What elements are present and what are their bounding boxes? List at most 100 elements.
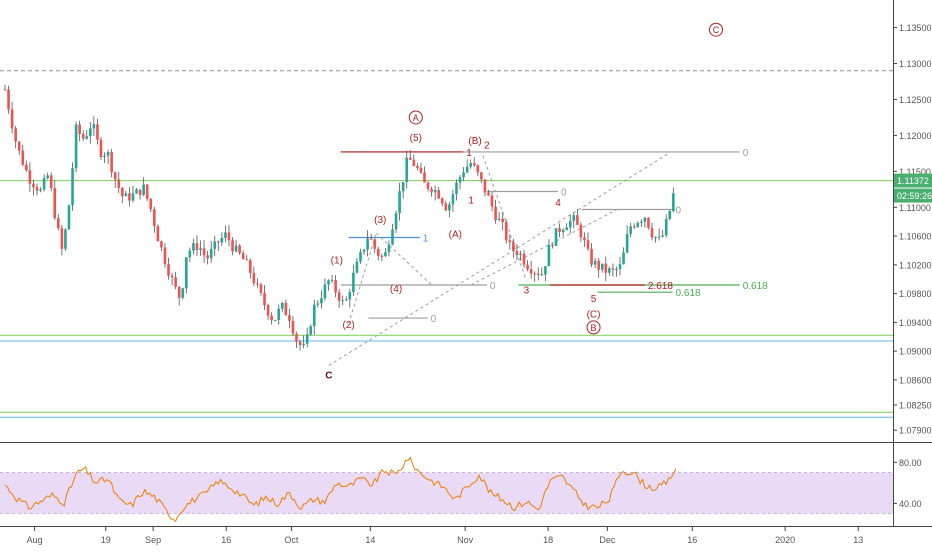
candle-body	[366, 238, 369, 250]
candle-body	[224, 232, 227, 238]
candle-body	[192, 243, 195, 251]
candle-body	[593, 260, 597, 265]
candle-body	[39, 189, 42, 191]
candle-body	[344, 299, 348, 301]
candle-body	[280, 302, 284, 309]
candle-body	[640, 221, 643, 223]
candle-body	[430, 188, 433, 193]
wave-label: 1	[468, 196, 474, 207]
candle-body	[128, 193, 131, 201]
x-tick-label: Aug	[27, 535, 43, 545]
candle-body	[60, 228, 64, 249]
candle-body	[199, 248, 202, 251]
candle-body	[600, 263, 604, 270]
x-tick-label: 19	[101, 535, 111, 545]
candle-body	[138, 189, 142, 195]
candle-body	[323, 284, 327, 299]
candle-body	[167, 264, 170, 276]
candle-body	[252, 272, 256, 284]
candle-body	[149, 198, 153, 210]
candle-body	[103, 155, 106, 158]
candle-body	[46, 175, 49, 179]
x-tick-label: Sep	[145, 535, 161, 545]
candle-body	[558, 228, 561, 233]
candle-body	[497, 218, 501, 221]
candle-body	[42, 178, 46, 190]
candle-body	[213, 241, 217, 249]
candle-body	[469, 163, 473, 167]
candle-body	[245, 259, 249, 261]
candle-body	[305, 334, 309, 344]
wave-label: 4	[555, 198, 561, 209]
fib-level-label: 2.618	[648, 281, 673, 292]
candle-body	[181, 288, 185, 298]
candle-body	[327, 280, 330, 285]
candle-body	[174, 277, 177, 287]
candle-body	[78, 124, 81, 134]
candle-body	[647, 217, 650, 229]
candle-body	[106, 151, 110, 156]
candle-body	[124, 193, 128, 197]
candle-body	[284, 302, 288, 316]
candle-body	[426, 182, 430, 189]
candle-body	[21, 150, 25, 165]
candle-body	[238, 245, 241, 254]
countdown-label: 02:59:26	[897, 191, 932, 201]
candle-body	[25, 164, 28, 171]
candle-body	[380, 255, 384, 257]
candle-body	[64, 229, 67, 249]
candle-body	[81, 133, 85, 139]
candle-body	[572, 215, 576, 221]
candle-body	[440, 198, 444, 204]
candle-body	[35, 187, 39, 191]
candle-body	[113, 172, 117, 180]
rsi-plot[interactable]	[0, 442, 932, 527]
candle-body	[554, 228, 558, 246]
wave-label: (4)	[390, 284, 402, 295]
candle-body	[7, 89, 10, 110]
candle-body	[160, 241, 163, 248]
candle-body	[465, 166, 469, 173]
candle-body	[341, 300, 345, 302]
candle-body	[476, 165, 480, 173]
candle-body	[32, 183, 35, 188]
candle-body	[309, 326, 313, 335]
circled-wave-label: C	[713, 25, 720, 35]
wave-label: (5)	[410, 133, 422, 144]
candle-body	[536, 273, 540, 276]
candle-body	[348, 291, 352, 300]
candle-body	[10, 109, 14, 129]
rsi-tick-label: 40.00	[899, 499, 922, 509]
candle-body	[391, 229, 394, 245]
candle-body	[604, 263, 608, 273]
candle-body	[209, 248, 213, 259]
candle-body	[89, 128, 92, 137]
candle-body	[302, 343, 305, 346]
candle-body	[490, 195, 494, 207]
candle-body	[359, 251, 362, 262]
x-tick-label: 14	[365, 535, 375, 545]
wave-label: 3	[524, 286, 530, 297]
candle-body	[455, 182, 458, 195]
y-tick-label: 1.10200	[899, 260, 932, 270]
candle-body	[74, 124, 78, 169]
candle-body	[117, 179, 121, 188]
candle-body	[654, 237, 657, 239]
candle-body	[579, 224, 583, 238]
candle-body	[312, 304, 316, 327]
x-tick-label: Dec	[599, 535, 616, 545]
candle-body	[234, 245, 238, 252]
candle-body	[49, 175, 53, 189]
candle-body	[17, 141, 21, 151]
y-tick-label: 1.13500	[899, 23, 932, 33]
candle-body	[512, 242, 515, 252]
candle-body	[643, 217, 647, 222]
wave-label: (3)	[374, 215, 386, 226]
candle-body	[153, 209, 156, 226]
candle-body	[142, 184, 145, 195]
candle-body	[352, 272, 355, 292]
y-tick-label: 1.13000	[899, 59, 932, 69]
